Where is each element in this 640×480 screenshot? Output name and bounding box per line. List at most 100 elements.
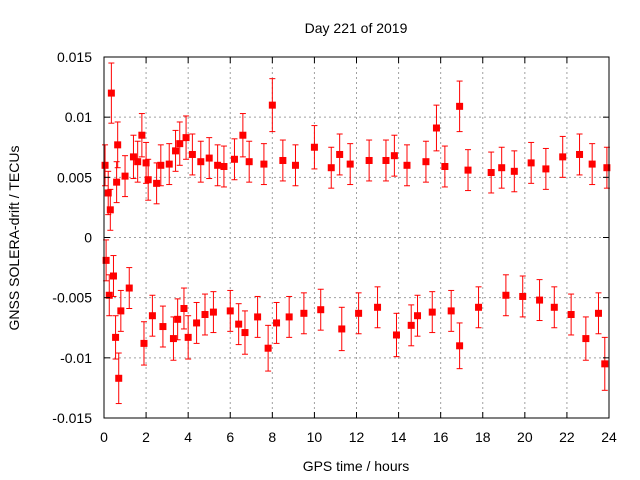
point-marker <box>374 303 382 311</box>
point-marker <box>346 160 354 168</box>
point-marker <box>601 360 609 368</box>
point-marker <box>144 176 152 184</box>
data-point <box>245 140 253 183</box>
point-marker <box>355 309 363 317</box>
point-marker <box>273 319 281 327</box>
point-marker <box>428 308 436 316</box>
x-tick-label: 10 <box>307 429 323 445</box>
y-axis-label: GNSS SOLERA-drift / TECUs <box>6 146 22 331</box>
point-marker <box>447 307 455 315</box>
point-marker <box>129 153 137 161</box>
point-marker <box>102 256 110 264</box>
data-point <box>527 141 535 184</box>
point-marker <box>165 160 173 168</box>
data-point <box>180 287 188 330</box>
point-marker <box>104 189 112 197</box>
point-marker <box>134 158 142 166</box>
point-marker <box>407 321 415 329</box>
data-point <box>456 322 464 370</box>
point-marker <box>112 333 120 341</box>
data-point <box>184 315 192 360</box>
data-point <box>172 129 180 172</box>
point-marker <box>153 179 161 187</box>
data-point <box>112 315 120 360</box>
point-marker <box>101 161 109 169</box>
point-marker <box>567 311 575 319</box>
data-point <box>107 62 115 124</box>
point-marker <box>172 147 180 155</box>
data-point <box>176 121 184 166</box>
x-tick-label: 2 <box>142 429 150 445</box>
point-marker <box>226 307 234 315</box>
point-marker <box>487 169 495 177</box>
point-marker <box>121 172 129 180</box>
point-marker <box>214 161 222 169</box>
data-point <box>317 288 325 331</box>
data-point <box>407 304 415 347</box>
data-point <box>230 138 238 181</box>
data-point <box>567 293 575 336</box>
data-point <box>601 336 609 391</box>
y-tick-label: 0.015 <box>57 49 92 65</box>
axis-ticks <box>103 56 610 419</box>
point-marker <box>414 312 422 320</box>
grid <box>104 57 609 418</box>
point-marker <box>300 309 308 317</box>
data-point <box>115 352 123 405</box>
data-point <box>153 162 161 205</box>
data-point <box>241 310 249 355</box>
point-marker <box>527 159 535 167</box>
point-marker <box>603 164 611 172</box>
point-marker <box>441 163 449 171</box>
point-marker <box>588 160 596 168</box>
point-marker <box>279 156 287 164</box>
chart-title: Day 221 of 2019 <box>305 20 408 36</box>
data-point <box>182 115 190 160</box>
point-marker <box>115 374 123 382</box>
data-point <box>336 133 344 176</box>
data-point <box>498 146 506 189</box>
data-point <box>193 301 201 344</box>
point-marker <box>392 331 400 339</box>
data-point <box>582 316 590 361</box>
point-marker <box>536 296 544 304</box>
point-marker <box>519 292 527 300</box>
x-tick-label: 24 <box>601 429 617 445</box>
point-marker <box>456 102 464 110</box>
data-point <box>159 305 167 348</box>
data-point <box>169 316 177 361</box>
data-point <box>355 292 363 335</box>
data-point <box>144 158 152 201</box>
data-point <box>260 143 268 186</box>
data-point <box>475 286 483 329</box>
data-point <box>197 140 205 183</box>
x-tick-label: 18 <box>475 429 491 445</box>
data-point <box>502 274 510 317</box>
point-marker <box>114 141 122 149</box>
point-marker <box>403 161 411 169</box>
y-tick-label: -0.005 <box>52 290 92 306</box>
data-point <box>536 279 544 322</box>
data-point <box>542 147 550 190</box>
point-marker <box>220 163 228 171</box>
point-marker <box>317 306 325 314</box>
point-marker <box>201 311 209 319</box>
point-marker <box>239 131 247 139</box>
point-marker <box>182 134 190 142</box>
data-point <box>125 267 133 309</box>
data-point <box>220 145 228 188</box>
y-tick-label: -0.015 <box>52 410 92 426</box>
point-marker <box>235 320 243 328</box>
point-marker <box>209 308 217 316</box>
data-point <box>392 312 400 358</box>
point-marker <box>174 315 182 323</box>
point-marker <box>157 161 165 169</box>
data-point <box>114 121 122 169</box>
x-tick-label: 4 <box>184 429 192 445</box>
point-marker <box>464 166 472 174</box>
point-marker <box>336 150 344 158</box>
y-tick-label: -0.01 <box>60 350 92 366</box>
point-marker <box>125 284 133 292</box>
point-marker <box>559 153 567 161</box>
